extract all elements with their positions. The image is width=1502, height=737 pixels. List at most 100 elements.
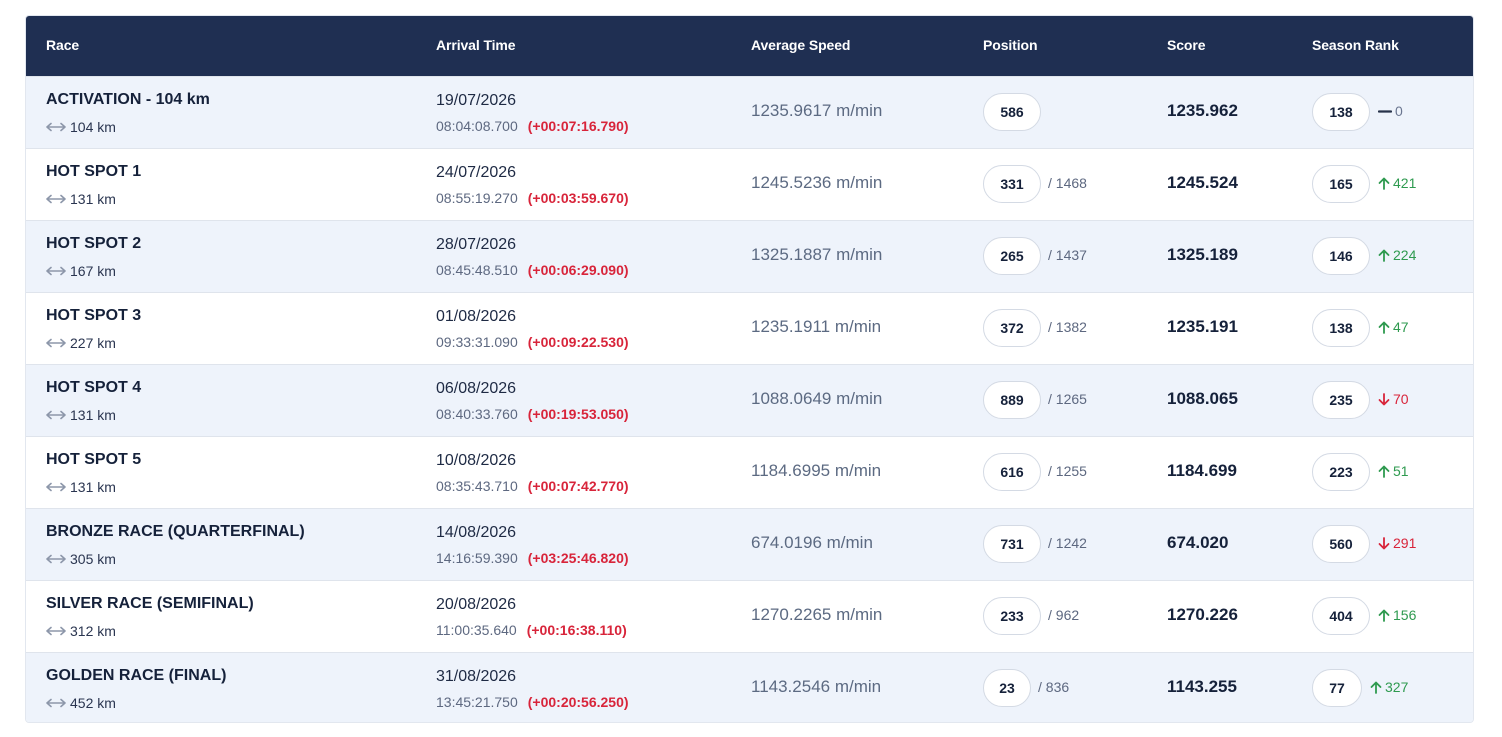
race-name[interactable]: HOT SPOT 2	[46, 235, 142, 252]
arrival-date: 14/08/2026	[436, 524, 517, 541]
average-speed: 1235.9617 m/min	[751, 101, 883, 120]
table-row[interactable]: HOT SPOT 1 131 km 24/07/2026 08:55:19.270 (+…	[26, 148, 1473, 220]
arrival-time: 09:33:31.090	[436, 334, 518, 350]
arrival-time: 14:16:59.390	[436, 550, 518, 566]
race-name[interactable]: HOT SPOT 1	[46, 163, 142, 180]
race-results-table: Race Arrival Time Average Speed Position…	[25, 15, 1474, 723]
season-rank-badge: 138	[1312, 309, 1370, 347]
race-name[interactable]: HOT SPOT 3	[46, 307, 142, 324]
season-rank-badge: 77	[1312, 669, 1362, 707]
rank-change: 70	[1378, 391, 1409, 407]
race-name[interactable]: HOT SPOT 5	[46, 451, 142, 468]
rank-change: 47	[1378, 319, 1409, 335]
header-season-rank[interactable]: Season Rank	[1312, 37, 1399, 53]
position-badge: 616	[983, 453, 1041, 491]
distance-value: 131 km	[70, 191, 116, 207]
table-row[interactable]: GOLDEN RACE (FINAL) 452 km 31/08/2026 13:45…	[26, 652, 1473, 722]
average-speed: 1270.2265 m/min	[751, 605, 883, 624]
distance-value: 227 km	[70, 335, 116, 351]
distance-value: 305 km	[70, 551, 116, 567]
table-header: Race Arrival Time Average Speed Position…	[26, 16, 1473, 76]
arrival-delta: (+00:16:38.110)	[526, 622, 627, 638]
table-row[interactable]: HOT SPOT 3 227 km 01/08/2026 09:33:31.090 (+…	[26, 292, 1473, 364]
average-speed: 674.0196 m/min	[751, 533, 873, 552]
race-name[interactable]: GOLDEN RACE (FINAL)	[46, 667, 227, 684]
position-badge: 331	[983, 165, 1041, 203]
position-badge: 731	[983, 525, 1041, 563]
arrival-time-line: 08:40:33.760 (+00:19:53.050)	[436, 406, 629, 422]
arrow-up-icon	[1370, 681, 1385, 694]
arrow-up-icon	[1378, 465, 1393, 478]
distance-arrows-icon	[46, 338, 66, 348]
race-name[interactable]: HOT SPOT 4	[46, 379, 142, 396]
header-position[interactable]: Position	[983, 37, 1038, 53]
arrival-time: 11:00:35.640	[436, 622, 517, 638]
season-rank-badge: 138	[1312, 93, 1370, 131]
distance-arrows-icon	[46, 194, 66, 204]
race-distance: 305 km	[46, 551, 116, 567]
table-row[interactable]: SILVER RACE (SEMIFINAL) 312 km 20/08/2026 1…	[26, 580, 1473, 652]
distance-value: 167 km	[70, 263, 116, 279]
table-row[interactable]: HOT SPOT 4 131 km 06/08/2026 08:40:33.760 (+…	[26, 364, 1473, 436]
arrow-down-icon	[1378, 536, 1393, 550]
distance-arrows-icon	[46, 122, 66, 132]
rank-change-value: 156	[1393, 607, 1417, 623]
score-value: 1184.699	[1167, 461, 1237, 480]
arrival-time-line: 13:45:21.750 (+00:20:56.250)	[436, 694, 629, 710]
rank-change-value: 291	[1393, 535, 1417, 551]
season-rank-badge: 404	[1312, 597, 1370, 635]
average-speed: 1325.1887 m/min	[751, 245, 883, 264]
arrival-delta: (+00:19:53.050)	[527, 406, 629, 422]
arrival-date: 06/08/2026	[436, 380, 517, 397]
score-value: 1235.962	[1167, 101, 1238, 120]
table-row[interactable]: HOT SPOT 2 167 km 28/07/2026 08:45:48.510 (+…	[26, 220, 1473, 292]
arrival-delta: (+00:20:56.250)	[527, 694, 629, 710]
distance-arrows-icon	[46, 482, 66, 492]
arrival-time-line: 08:04:08.700 (+00:07:16.790)	[436, 118, 629, 134]
header-arrival-time[interactable]: Arrival Time	[436, 37, 516, 53]
table-row[interactable]: HOT SPOT 5 131 km 10/08/2026 08:35:43.710 (+…	[26, 436, 1473, 508]
score-value: 674.020	[1167, 533, 1229, 552]
average-speed: 1143.2546 m/min	[751, 677, 882, 696]
arrival-time-line: 09:33:31.090 (+00:09:22.530)	[436, 334, 629, 350]
race-distance: 131 km	[46, 407, 116, 423]
position-badge: 233	[983, 597, 1041, 635]
rank-change-value: 0	[1395, 103, 1403, 119]
header-average-speed[interactable]: Average Speed	[751, 37, 851, 53]
distance-arrows-icon	[46, 410, 66, 420]
race-distance: 452 km	[46, 695, 116, 711]
race-distance: 131 km	[46, 479, 116, 495]
score-value: 1088.065	[1167, 389, 1238, 408]
position-total: / 836	[1038, 679, 1070, 695]
header-race[interactable]: Race	[46, 37, 80, 53]
table-row[interactable]: BRONZE RACE (QUARTERFINAL) 305 km 14/08/20…	[26, 508, 1473, 580]
rank-change: 224	[1378, 247, 1416, 263]
table-row[interactable]: ACTIVATION - 104 km 104 km 19/07/2026 08:04…	[26, 76, 1473, 148]
arrival-delta: (+00:07:16.790)	[527, 118, 629, 134]
position-total: / 962	[1048, 607, 1080, 623]
rank-change-value: 70	[1393, 391, 1409, 407]
arrival-date: 28/07/2026	[436, 236, 517, 253]
distance-value: 312 km	[70, 623, 116, 639]
position-total: / 1382	[1048, 319, 1087, 335]
rank-change-value: 47	[1393, 319, 1409, 335]
race-name[interactable]: SILVER RACE (SEMIFINAL)	[46, 595, 254, 612]
arrival-time-line: 11:00:35.640 (+00:16:38.110)	[436, 622, 627, 638]
race-distance: 167 km	[46, 263, 116, 279]
race-name[interactable]: ACTIVATION - 104 km	[46, 91, 210, 108]
score-value: 1270.226	[1167, 605, 1238, 624]
arrow-down-icon	[1378, 392, 1393, 406]
distance-value: 131 km	[70, 407, 116, 423]
arrival-delta: (+03:25:46.820)	[527, 550, 629, 566]
arrival-date: 31/08/2026	[436, 668, 517, 685]
dash-icon	[1378, 105, 1395, 118]
arrival-delta: (+00:03:59.670)	[527, 190, 629, 206]
rank-change: 421	[1378, 175, 1416, 191]
position-total: / 1265	[1048, 391, 1087, 407]
race-name[interactable]: BRONZE RACE (QUARTERFINAL)	[46, 523, 305, 540]
average-speed: 1088.0649 m/min	[751, 389, 883, 408]
season-rank-badge: 235	[1312, 381, 1370, 419]
arrival-time-line: 14:16:59.390 (+03:25:46.820)	[436, 550, 629, 566]
header-score[interactable]: Score	[1167, 37, 1206, 53]
rank-change-value: 224	[1393, 247, 1417, 263]
